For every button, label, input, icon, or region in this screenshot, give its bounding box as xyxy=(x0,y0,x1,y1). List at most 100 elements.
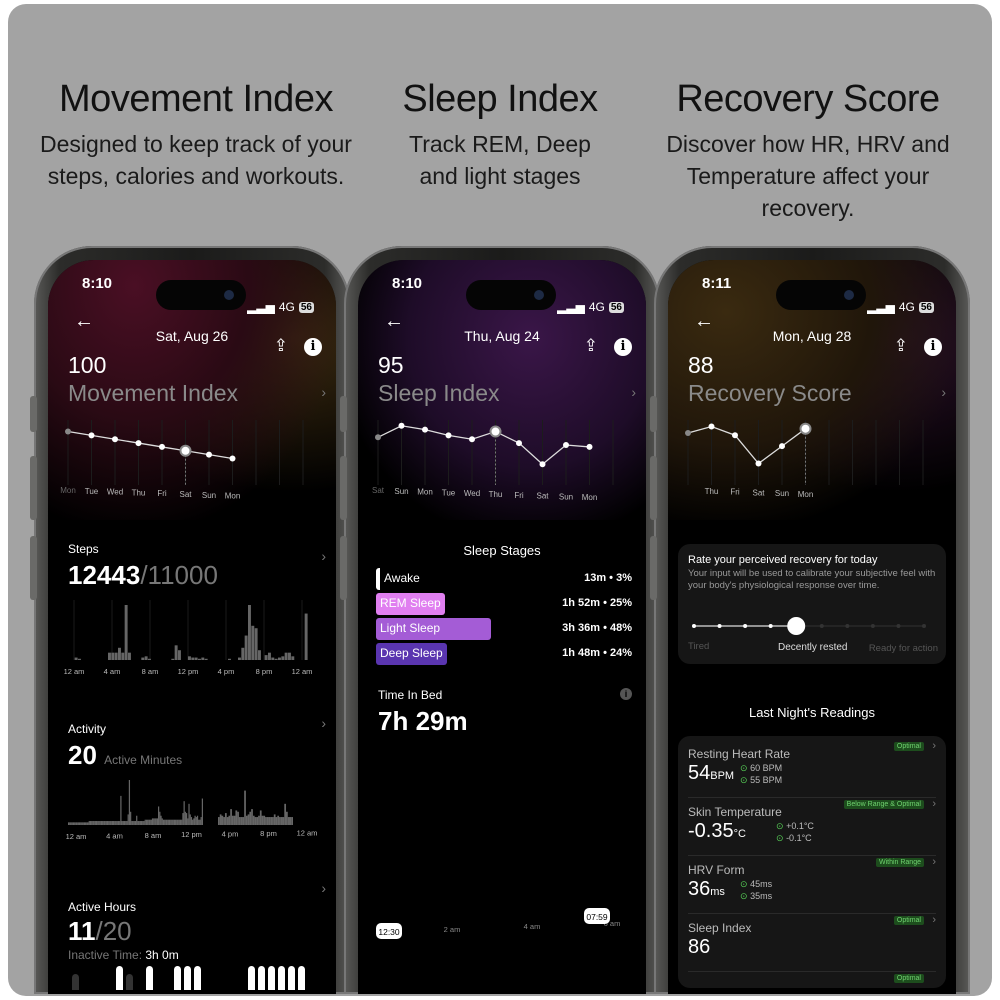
slider-step xyxy=(896,624,901,628)
bar xyxy=(188,803,190,825)
time-tick-label: 8 am xyxy=(145,831,162,840)
chevron-right-icon[interactable]: › xyxy=(932,740,936,752)
active-hours-goal: /20 xyxy=(95,916,132,946)
share-icon[interactable]: ⇪ xyxy=(273,336,288,355)
volume-up-button xyxy=(650,456,657,520)
subheadline: Discover how HR, HRV and Temperature aff… xyxy=(666,131,950,221)
bar xyxy=(69,822,71,825)
reading-name: Resting Heart Rate xyxy=(688,747,791,761)
info-icon[interactable]: i xyxy=(304,338,322,356)
bar xyxy=(77,822,79,825)
bar xyxy=(137,821,139,825)
chevron-right-icon[interactable]: › xyxy=(941,384,946,400)
reading-row[interactable]: Resting Heart Rate 54BPM ⊙ 60 BPM ⊙ 55 BP… xyxy=(688,740,936,798)
bar xyxy=(118,647,121,660)
time-tick-label: 4 pm xyxy=(222,830,239,839)
bar xyxy=(172,819,174,825)
bar xyxy=(80,822,82,825)
readings-title: Last Night's Readings xyxy=(748,705,876,720)
bar xyxy=(167,819,169,825)
chevron-right-icon[interactable]: › xyxy=(321,880,326,896)
steps-chart: 12 am 4 am 8 am 12 pm 4 pm 8 pm 12 am xyxy=(64,600,312,676)
bar xyxy=(266,817,269,825)
bar xyxy=(199,819,201,825)
bar xyxy=(127,814,129,825)
recovery-slider[interactable] xyxy=(692,616,926,636)
sleep-stage-row[interactable]: REM Sleep 1h 52m • 25% xyxy=(376,593,632,615)
arrow-left-icon[interactable]: ← xyxy=(384,310,404,332)
chevron-right-icon[interactable]: › xyxy=(321,384,326,400)
bar xyxy=(153,818,155,825)
reading-row[interactable]: Sleep Index 86 Optimal › xyxy=(688,914,936,972)
bar xyxy=(143,821,145,825)
bar xyxy=(284,803,287,825)
bar xyxy=(171,658,175,660)
bar xyxy=(245,815,248,825)
sleep-stage-row[interactable]: Light Sleep 3h 36m • 48% xyxy=(376,618,632,640)
bar xyxy=(254,817,257,825)
bar xyxy=(237,811,239,825)
trend-point xyxy=(112,436,118,443)
active-hour-bar xyxy=(72,974,79,990)
time-tick-label: 2 am xyxy=(444,925,461,934)
bar xyxy=(191,657,195,660)
info-icon[interactable]: i xyxy=(924,338,942,356)
bar xyxy=(268,652,271,660)
bar xyxy=(240,817,243,825)
time-tick-label: 12 pm xyxy=(178,667,199,676)
sleep-header: Sleep Index Track REM, Deep and light sta… xyxy=(330,76,670,192)
day-tick-label: Sat xyxy=(372,486,385,495)
active-hour-bar xyxy=(268,966,275,990)
bar xyxy=(124,605,128,660)
info-icon[interactable]: i xyxy=(614,338,632,356)
bar xyxy=(281,656,285,660)
bar xyxy=(185,813,188,825)
arrow-left-icon[interactable]: ← xyxy=(694,310,714,332)
bar xyxy=(230,809,232,825)
share-icon[interactable]: ⇪ xyxy=(893,336,908,355)
bar xyxy=(154,818,156,825)
bar xyxy=(148,658,151,660)
reading-range: ⊙ 45ms ⊙ 35ms xyxy=(740,878,772,902)
activity-chart: 12 am 4 am 8 am 12 pm 4 pm 8 pm 12 am xyxy=(66,780,317,841)
chevron-right-icon[interactable]: › xyxy=(932,914,936,926)
sleep-stage-row[interactable]: Deep Sleep 1h 48m • 24% xyxy=(376,643,632,665)
time-in-bed-value: 7h 29m xyxy=(378,706,468,736)
info-icon[interactable]: i xyxy=(620,688,632,700)
chevron-right-icon[interactable]: › xyxy=(932,856,936,868)
day-tick-label: Sat xyxy=(536,492,549,501)
share-icon[interactable]: ⇪ xyxy=(583,336,598,355)
reading-row[interactable]: HRV Form 36ms ⊙ 45ms ⊙ 35ms Within Range … xyxy=(688,856,936,914)
bar xyxy=(134,821,137,825)
time-in-bed-label: Time In Bed xyxy=(378,688,443,702)
bar xyxy=(235,810,238,825)
time-tick-label: 8 pm xyxy=(260,829,277,838)
action-button xyxy=(650,396,657,432)
day-tick-label: Wed xyxy=(464,489,480,498)
steps-label: Steps xyxy=(68,542,99,556)
day-tick-label: Sun xyxy=(559,492,573,501)
signal-icon: ▂▃▅ xyxy=(867,300,895,314)
bar xyxy=(291,656,295,660)
bar xyxy=(95,821,98,825)
reading-number: -0.35 xyxy=(688,820,734,842)
trend-chart: Sat Sun Mon Tue Wed Thu Fri Sat Sun Mon xyxy=(372,420,614,502)
reading-value: 86 xyxy=(688,936,710,959)
bar xyxy=(75,822,77,825)
day-tick-label: Mon xyxy=(798,490,814,499)
arrow-left-icon[interactable]: ← xyxy=(74,310,94,332)
movement-header: Movement Index Designed to keep track of … xyxy=(26,76,366,192)
chevron-right-icon[interactable]: › xyxy=(631,384,636,400)
trend-point xyxy=(445,432,452,439)
chevron-right-icon[interactable]: › xyxy=(932,798,936,810)
bar xyxy=(165,819,167,825)
chevron-right-icon[interactable]: › xyxy=(321,715,326,731)
bar xyxy=(98,821,100,825)
rating-label-low: Tired xyxy=(688,641,710,652)
bar xyxy=(183,801,185,825)
chevron-right-icon[interactable]: › xyxy=(321,548,326,564)
reading-value: 36ms xyxy=(688,878,725,901)
sleep-stage-row[interactable]: Awake 13m • 3% xyxy=(376,568,632,590)
reading-row[interactable]: Skin Temperature -0.35°C ⊙ +0.1°C ⊙ -0.1°… xyxy=(688,798,936,856)
bar xyxy=(189,814,191,825)
